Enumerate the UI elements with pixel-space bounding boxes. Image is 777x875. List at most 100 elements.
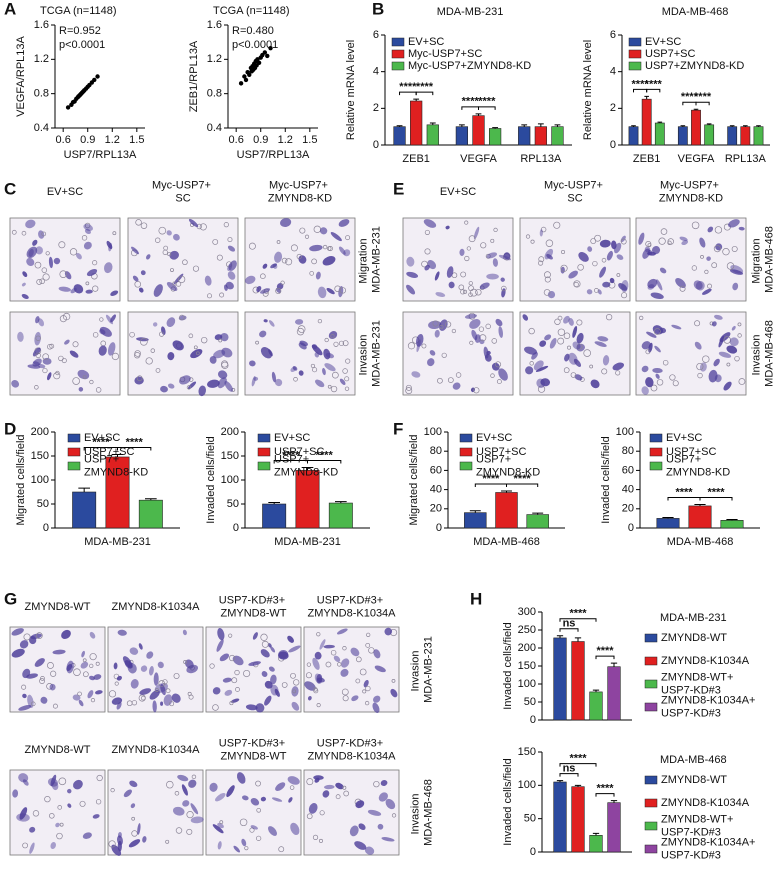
pore [306,778,314,786]
y-tick-label: 20 [430,503,442,515]
pore [447,377,454,383]
cell [694,341,702,350]
pore [129,331,135,338]
cell [323,784,335,790]
pore [338,340,345,346]
cell [540,378,551,387]
cell [46,372,52,381]
cell [572,325,578,338]
pore [737,322,742,327]
x-tick-label: MDA-MB-468 [473,536,540,548]
bar [495,492,518,529]
pore [186,828,193,835]
y-axis-label: VEGFA/RPL13A [15,35,27,116]
cell [50,842,56,850]
pore [158,680,166,687]
pore [491,338,498,344]
cell [160,701,164,706]
cell [217,628,225,641]
cell [614,242,622,254]
text-line: USP7+ [274,454,312,466]
pore [653,328,661,335]
pore [23,633,31,641]
pore [110,788,115,793]
cell [599,239,611,248]
cell [338,246,346,255]
cell [340,658,350,668]
significance-label: **** [694,91,712,103]
legend-label: EV+SC [645,36,681,48]
y-tick-label: 100 [424,426,442,438]
pore [42,273,50,281]
cell [319,227,328,235]
error-bar [574,784,582,787]
cell [483,346,489,359]
point [265,53,270,59]
column-header: USP7-KD#3+ ZMYND8-WT [219,595,288,620]
cell [262,263,268,269]
pore [339,287,347,294]
point [247,72,252,77]
cell [29,826,36,833]
cell [264,680,273,689]
pore [22,842,28,849]
text-line: Migration [751,235,763,283]
cell [647,278,658,289]
cell [80,661,89,669]
pore [332,371,339,379]
pore [700,255,704,259]
pore [179,314,185,321]
cell [252,632,258,640]
text-line: USP7+ [666,454,704,466]
legend-swatch [257,433,271,443]
y-tick-label: 60 [430,464,442,476]
pore [341,688,349,696]
cell [53,257,61,265]
cell [349,825,359,837]
pore [560,264,568,272]
cell [58,286,71,292]
pore [285,258,293,266]
point [243,77,249,83]
pore [173,672,180,679]
cell [209,782,218,792]
cell [411,371,421,378]
pore [218,338,223,343]
y-tick-label: 200 [221,426,239,438]
point [255,57,260,62]
legend-label: EV+SC [408,36,444,48]
cell [152,700,157,713]
error-bar [743,125,748,127]
pore [493,227,498,233]
text-line: USP7-KD#3+ [219,738,288,750]
cell [224,381,234,392]
cell [137,823,141,835]
pore [261,640,269,648]
pore [112,231,117,236]
cell [292,365,298,371]
cell [291,686,299,697]
pore [325,661,332,668]
pore [316,632,321,637]
micrograph [402,217,514,302]
text-line: SC [567,192,582,204]
pore [281,682,288,688]
pore [726,262,735,270]
cell [380,780,388,786]
pore [567,345,572,350]
pore [391,813,397,818]
error-bar [145,498,157,501]
cell [81,650,85,658]
cell [233,845,241,853]
bar [262,503,287,529]
cell [274,251,283,263]
legend-swatch [644,821,658,831]
column-header: USP7-KD#3+ ZMYND8-K1034A [307,595,396,620]
cell [32,347,41,357]
pore [464,220,469,225]
pore [667,240,672,245]
cell [317,286,327,299]
bar [328,502,353,529]
cell [190,816,204,824]
pore [256,807,262,813]
